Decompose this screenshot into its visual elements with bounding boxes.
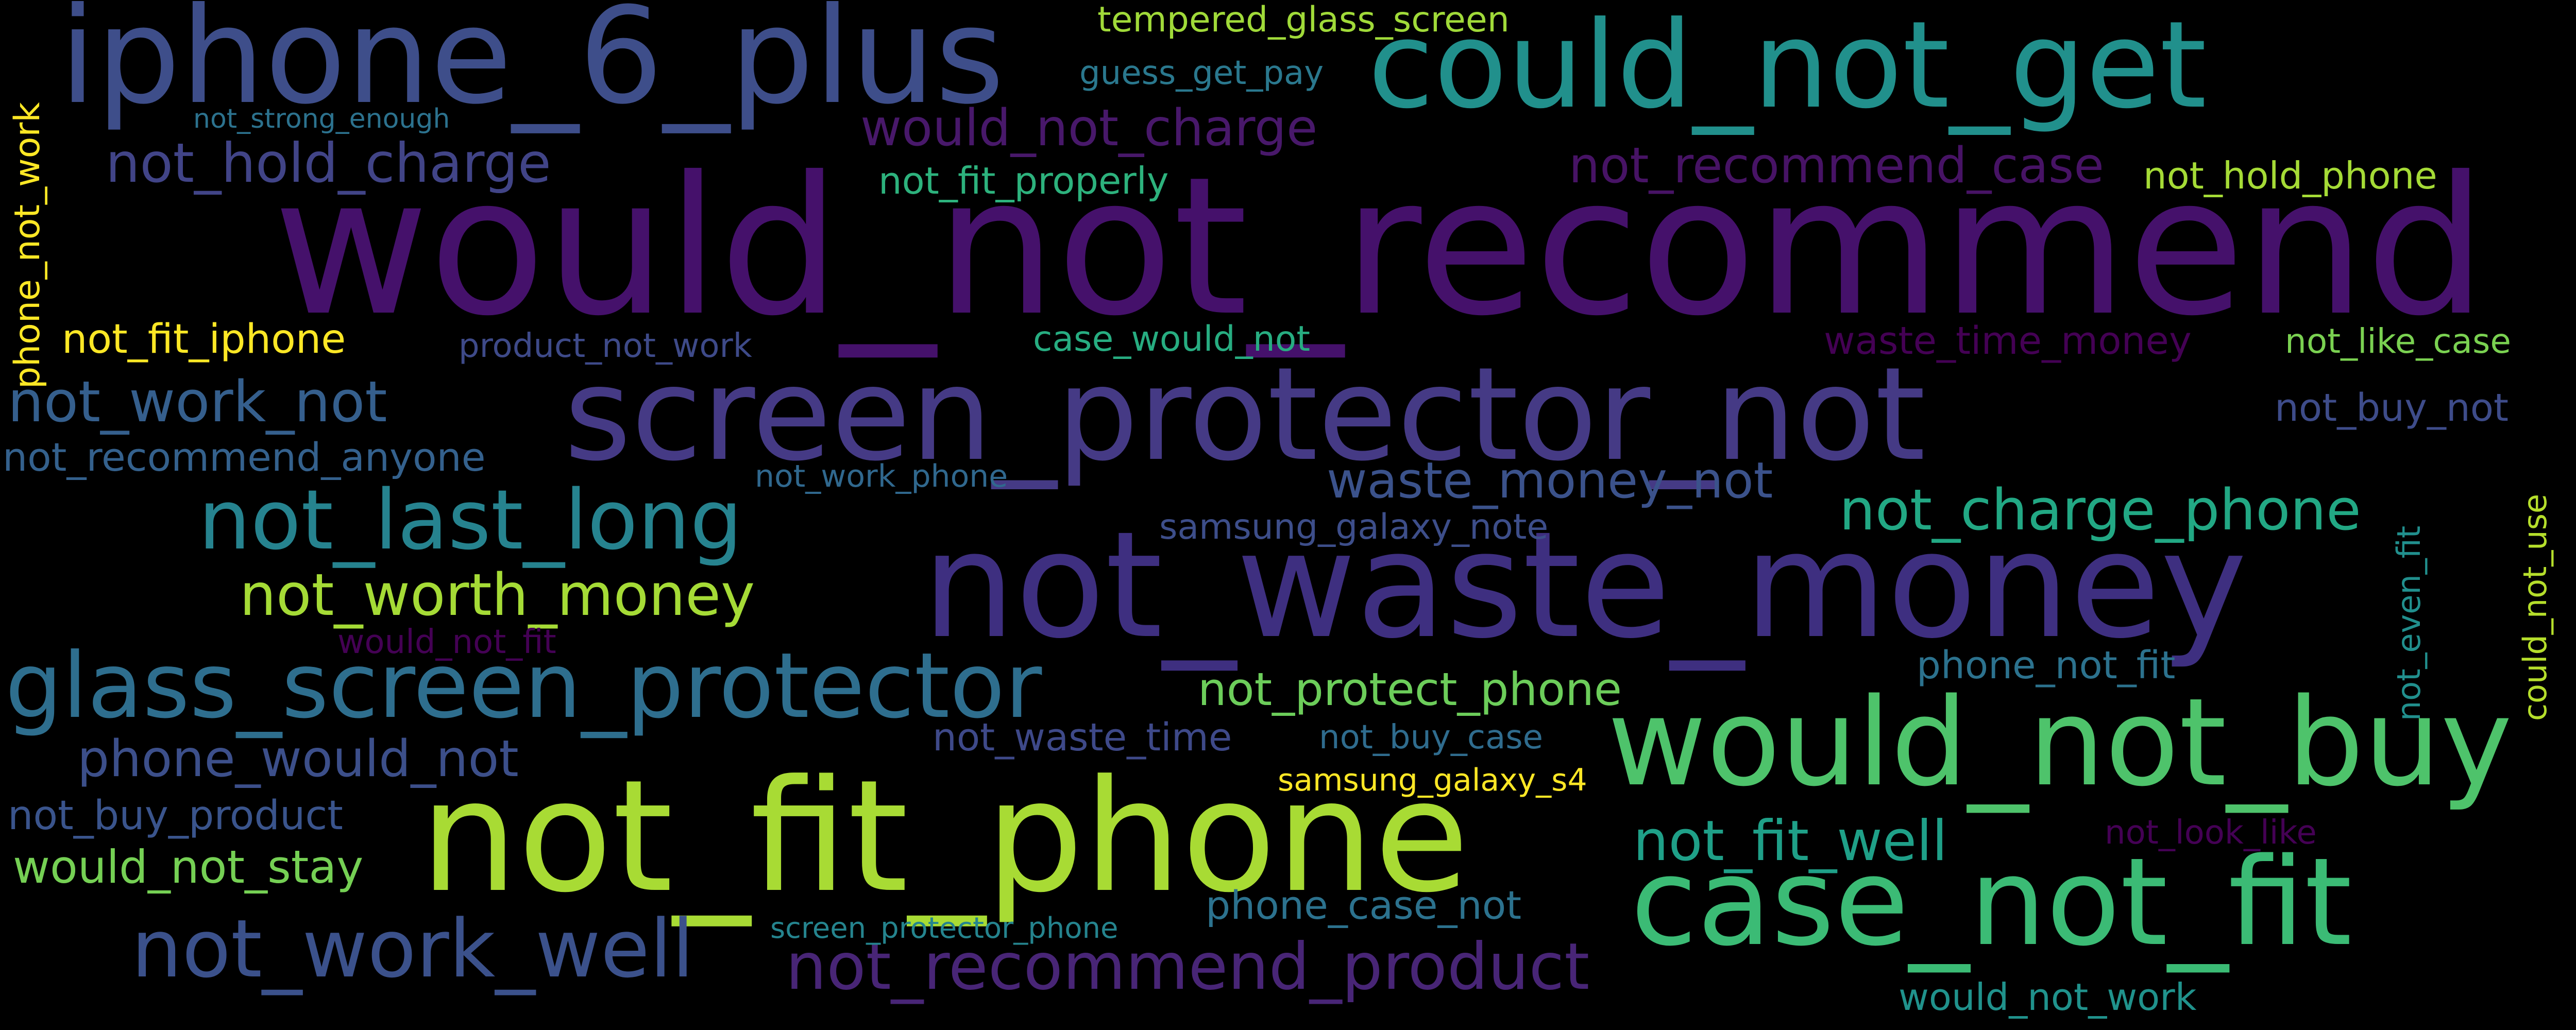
- word: phone_not_work: [7, 102, 48, 389]
- word: could_not_get: [1368, 0, 2207, 135]
- word: would_not_work: [1899, 975, 2197, 1019]
- word: iphone_6_plus: [59, 0, 1005, 133]
- word: not_waste_money: [922, 500, 2247, 671]
- word: guess_get_pay: [1079, 54, 1324, 92]
- word: not_recommend_case: [1569, 138, 2104, 194]
- word: waste_money_not: [1327, 452, 1773, 509]
- word: tempered_glass_screen: [1097, 0, 1510, 40]
- word: case_would_not: [1033, 319, 1311, 359]
- word: not_look_like: [2105, 814, 2317, 852]
- word: not_protect_phone: [1198, 663, 1622, 716]
- word: not_buy_product: [8, 793, 343, 839]
- word: not_fit_phone: [420, 747, 1469, 926]
- word: glass_screen_protector: [5, 634, 1042, 739]
- word: samsung_galaxy_s4: [1278, 762, 1587, 798]
- word: could_not_use: [2516, 493, 2554, 721]
- word: not_strong_enough: [193, 104, 450, 134]
- word: not_fit_properly: [878, 159, 1169, 202]
- word: not_buy_case: [1319, 718, 1543, 757]
- word: phone_would_not: [77, 730, 519, 788]
- word: would_not_buy: [1607, 673, 2513, 813]
- word: not_charge_phone: [1839, 477, 2361, 543]
- word: product_not_work: [459, 327, 752, 365]
- word: waste_time_money: [1824, 319, 2192, 363]
- word: would_not_recommend: [273, 136, 2487, 358]
- word: not_worth_money: [240, 562, 755, 629]
- word: screen_protector_phone: [770, 912, 1118, 945]
- word: would_not_stay: [13, 840, 364, 894]
- word: samsung_galaxy_note: [1159, 507, 1549, 547]
- word: not_fit_well: [1633, 809, 1948, 873]
- word: not_last_long: [198, 472, 742, 568]
- word: would_not_fit: [337, 623, 556, 661]
- word: phone_not_fit: [1917, 643, 2176, 688]
- word: not_waste_time: [933, 715, 1232, 760]
- word: not_hold_phone: [2143, 154, 2437, 197]
- word: not_work_not: [8, 369, 387, 435]
- word: not_work_well: [131, 902, 694, 995]
- word: not_hold_charge: [106, 132, 551, 195]
- word: would_not_charge: [860, 99, 1318, 158]
- word: not_recommend_anyone: [3, 434, 486, 480]
- word: not_recommend_product: [786, 930, 1590, 1004]
- word: case_not_fit: [1631, 832, 2352, 973]
- word: screen_protector_not: [564, 339, 1926, 489]
- word: not_buy_not: [2275, 386, 2509, 430]
- word: not_fit_iphone: [62, 316, 346, 363]
- word: not_like_case: [2285, 321, 2511, 361]
- word: not_even_fit: [2390, 525, 2428, 721]
- word: phone_case_not: [1206, 882, 1522, 928]
- word: not_work_phone: [755, 458, 1008, 494]
